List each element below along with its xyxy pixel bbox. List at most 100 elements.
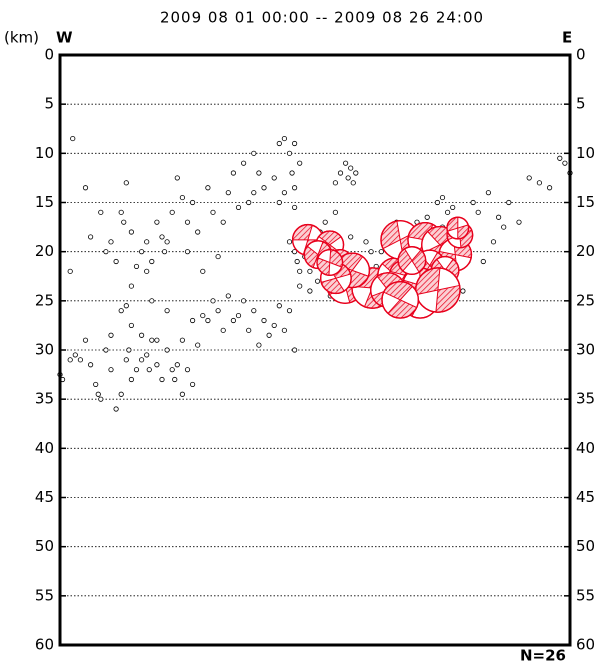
hypocenter [146,367,152,373]
hypocenter [103,249,109,255]
hypocenter [490,239,497,245]
y-tick-label: 20 [35,242,54,260]
hypocenter [286,239,293,245]
hypocenter [294,258,300,265]
hypocenter [195,229,201,235]
hypocenter [205,185,211,191]
hypocenter [271,322,277,329]
plot-frame [58,53,572,647]
y-tick-label-right: 40 [576,439,595,457]
hypocenter [159,376,165,383]
y-tick-label: 0 [44,46,54,64]
hypocenter [246,327,252,333]
y-tick-label: 35 [35,390,54,408]
hypocenter [118,308,124,314]
hypocenter [128,322,134,329]
hypocenter [378,249,384,255]
hypocenter [246,199,252,206]
hypocenter [220,327,226,333]
beachball [381,280,420,319]
y-tick-label: 25 [35,291,54,309]
y-tick-label: 40 [35,439,54,457]
hypocenter [286,308,293,314]
hypocenter [121,219,127,225]
compression-quadrant [435,284,461,313]
hypocenter [205,317,211,324]
hypocenter [460,288,466,294]
hypocenter [230,170,236,176]
y-tick-label-right: 25 [576,291,595,309]
hypocenter [72,352,78,358]
hypocenter [501,224,507,230]
chart-title: 2009 08 01 00:00 -- 2009 08 26 24:00 [160,9,484,27]
hypocenter [123,357,129,363]
hypocenter [159,234,165,240]
hypocenter [161,249,168,255]
hypocenter [276,140,282,147]
hypocenter [266,332,272,338]
hypocenter [118,209,124,215]
hypocenter [139,332,145,338]
hypocenter [368,249,374,255]
beachball [446,216,470,240]
beachball [397,246,427,275]
hypocenter [337,170,344,176]
hypocenter [200,268,206,274]
hypocenter [291,204,298,211]
hypocenter [322,219,328,225]
hypocenter [82,185,89,191]
hypocenter [184,249,191,255]
hypocenter [184,219,191,225]
right-label: E [562,29,572,47]
hypocenter [210,209,216,215]
y-tick-label-right: 50 [576,537,595,555]
hypocenter [215,308,221,314]
beachball-outline [381,280,420,319]
hypocenter [149,298,155,304]
hypocenter [190,317,196,324]
y-tick-label: 5 [44,95,54,113]
left-label: W [56,29,73,47]
hypocenter [108,367,114,373]
y-tick-label-right: 35 [576,390,595,408]
hypocenter [261,185,267,191]
hypocenter [434,199,440,206]
hypocenter [133,367,140,373]
hypocenter [470,199,476,206]
hypocenter [314,278,321,284]
hypocenter [271,175,277,181]
hypocenter [506,199,512,206]
hypocenter [88,234,94,240]
grid [60,54,570,646]
hypocenter [256,170,262,176]
hypocenter [307,268,313,274]
hypocenter [133,263,140,270]
hypocenter [149,258,155,265]
hypocenter [251,150,257,156]
hypocenter [291,249,298,255]
hypocenter [190,381,196,388]
hypocenter [225,293,231,299]
hypocenter [348,234,354,240]
hypocenter [450,204,456,211]
hypocenter [557,155,563,161]
hypocenter [113,258,119,265]
beachball [316,249,344,276]
hypocenter [297,283,303,289]
hypocenter [164,308,170,314]
hypocenter [190,199,196,206]
hypocenter [345,175,351,181]
beachball-outline [316,249,344,276]
hypocenter [144,239,150,245]
y-tick-label-right: 5 [576,95,586,113]
hypocenter [154,219,160,225]
y-tick-label: 60 [35,636,54,654]
hypocenter [261,317,267,324]
hypocenter [123,180,129,186]
hypocenter [128,283,134,289]
hypocenter [113,406,119,412]
beachball-outline [446,216,470,240]
hypocenter [77,357,84,363]
hypocenter [480,258,486,265]
hypocenter [297,160,303,166]
